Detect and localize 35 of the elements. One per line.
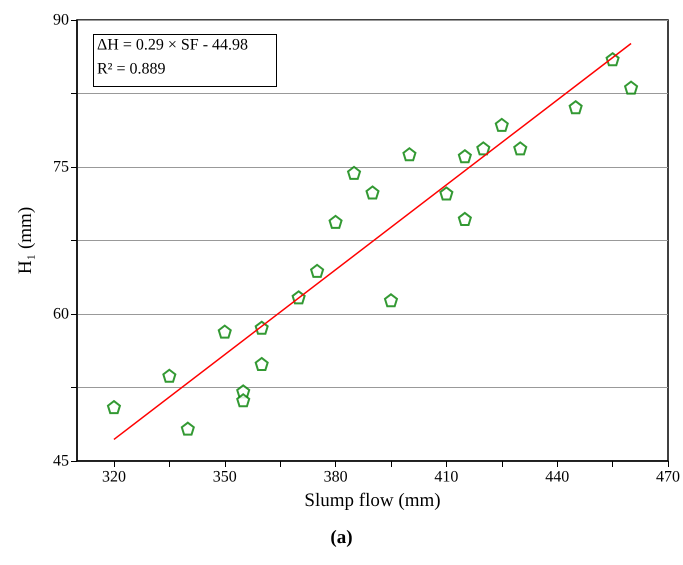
point [494, 118, 509, 132]
point [384, 293, 398, 308]
point [254, 356, 269, 371]
point [624, 80, 638, 95]
point [458, 149, 472, 164]
text: (a) [330, 527, 353, 548]
point [328, 214, 343, 229]
y-axis-title: H₁ (mm) [15, 206, 36, 274]
x-tick-label: 380 [324, 468, 348, 486]
point [476, 141, 490, 156]
x-axis-title: Slump flow (mm) [304, 490, 441, 511]
point [106, 400, 121, 414]
point [180, 422, 195, 436]
point [218, 324, 232, 339]
point [236, 393, 250, 408]
point [162, 368, 176, 383]
y-tick-label: 45 [53, 452, 69, 470]
x-tick-label: 470 [656, 468, 680, 486]
point [568, 100, 583, 114]
y-tick-label: 60 [53, 306, 69, 322]
annotation: ΔH = 0.29 × SF - 44.98 [97, 36, 248, 54]
y-tick-label: 75 [53, 158, 69, 176]
point [347, 166, 362, 180]
x-tick-label: 350 [212, 468, 237, 486]
annotation: R² = 0.889 [97, 60, 166, 78]
point [513, 141, 528, 156]
x-tick-label: 440 [545, 468, 570, 486]
x-tick-label: 410 [434, 468, 458, 486]
point [439, 186, 454, 200]
point [458, 212, 472, 226]
point [366, 185, 380, 200]
y-tick-label: 90 [53, 12, 69, 28]
point [402, 147, 416, 162]
x-tick-label: 320 [102, 468, 126, 486]
point [310, 264, 324, 278]
